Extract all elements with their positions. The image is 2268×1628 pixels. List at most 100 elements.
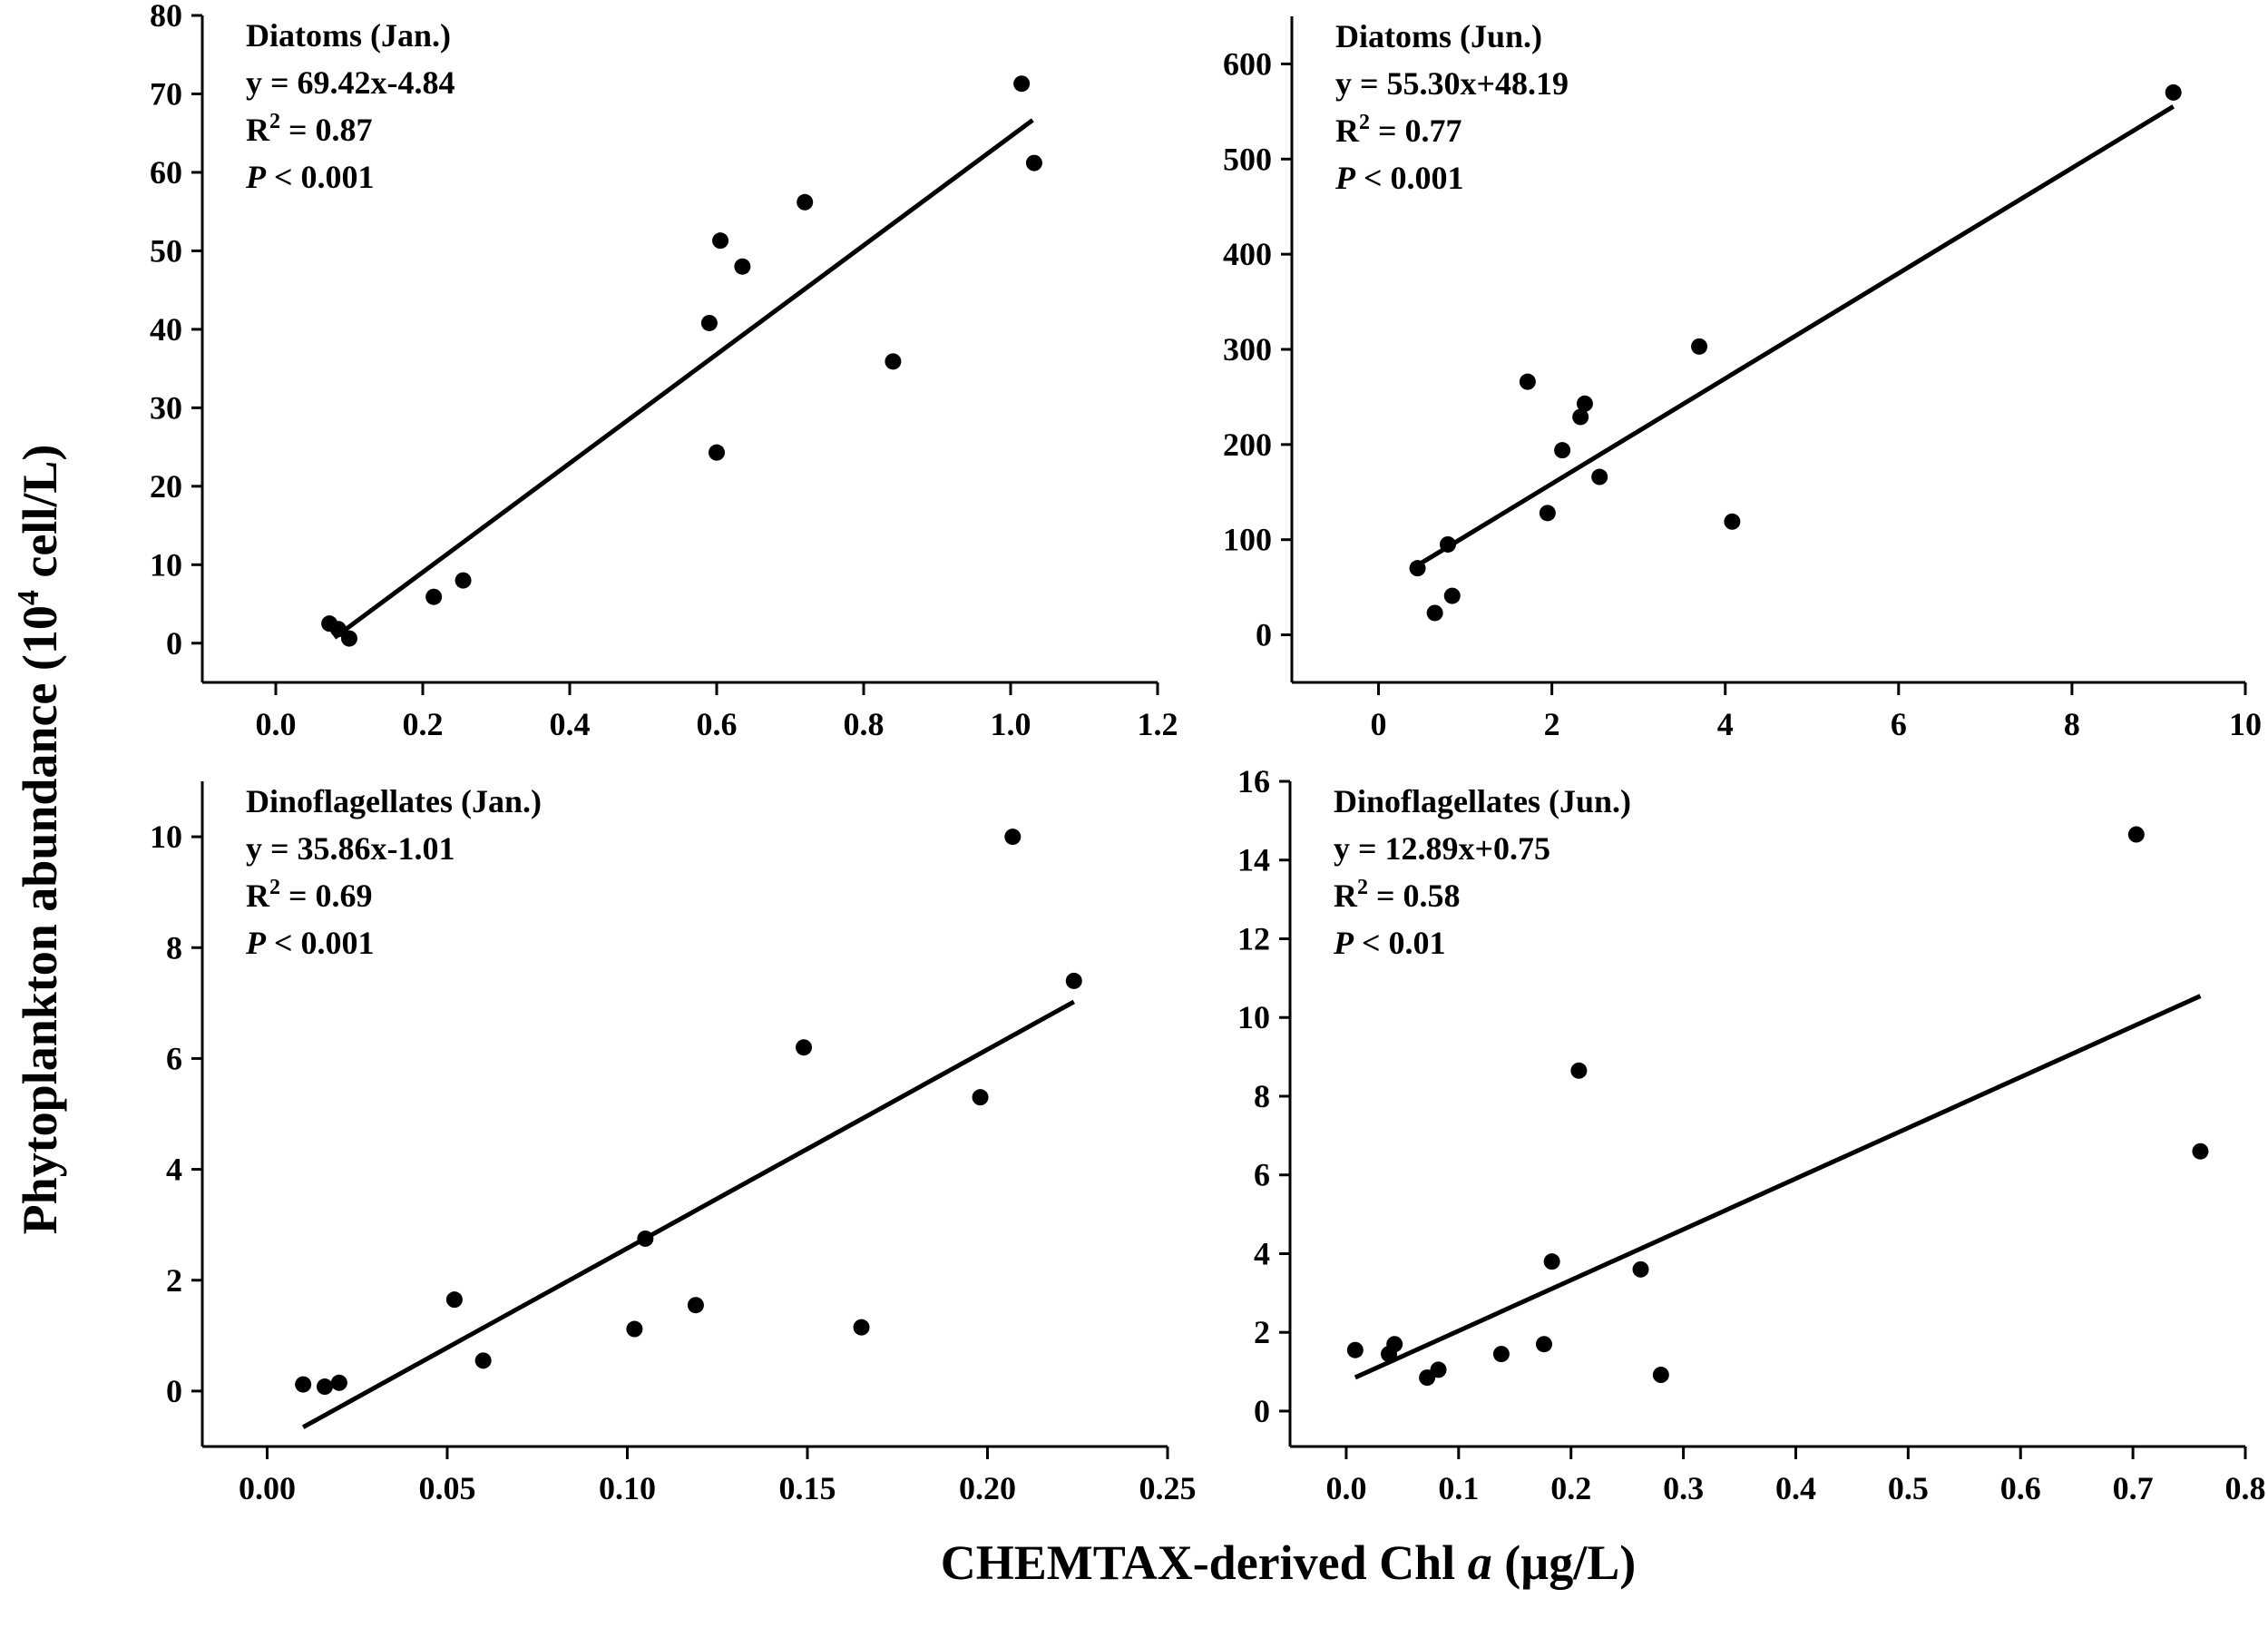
r-label: R (246, 112, 270, 148)
r-squared: R2 = 0.58 (1334, 876, 1461, 914)
x-tick-label: 0.4 (550, 706, 591, 742)
data-point (712, 232, 729, 250)
data-point (1572, 408, 1589, 426)
data-point (1591, 468, 1608, 485)
p-label: P (245, 159, 267, 195)
x-tick-label: 0.1 (1438, 1470, 1479, 1506)
panel-title: Diatoms (Jan.) (246, 17, 451, 54)
data-point (1492, 1346, 1510, 1363)
x-tick-label: 0.3 (1663, 1470, 1704, 1506)
p-value: P < 0.001 (1334, 160, 1464, 196)
y-tick-label: 14 (1237, 842, 1270, 878)
data-point (1013, 75, 1031, 93)
x-tick-label: 0.6 (2000, 1470, 2041, 1506)
x-tick-label: 0.15 (778, 1470, 836, 1506)
data-point (1576, 395, 1593, 412)
x-tick-label: 0.4 (1775, 1470, 1816, 1506)
x-tick-label: 0.2 (403, 706, 444, 742)
y-tick-label: 30 (150, 389, 182, 426)
y-tick-label: 2 (1254, 1314, 1270, 1350)
data-point (709, 444, 725, 461)
y-tick-label: 10 (150, 546, 182, 583)
panel-title: Dinoflagellates (Jan.) (246, 783, 542, 819)
panel-4: 0 2 4 6 8 10 12 14 16 0.0 0.1 0.2 0.3 0.4 0.5 0.6 0.7 0.8… (1237, 763, 2266, 1506)
r-label: R (246, 878, 270, 914)
panel-title: Dinoflagellates (Jun.) (1334, 783, 1631, 819)
x-tick-label: 0.5 (1888, 1470, 1929, 1506)
data-point (455, 572, 472, 589)
panel-1: 0 10 20 30 40 50 60 70 80 0.0 0.2 0.4 0.6 0.8 1.0 1.2 Di… (150, 0, 1178, 742)
r-sup: 2 (269, 876, 280, 899)
regression-line (333, 118, 1034, 640)
data-point (425, 588, 443, 605)
data-point (1386, 1336, 1403, 1353)
y-tick-label: 2 (166, 1262, 182, 1299)
p-value-text: < 0.001 (266, 159, 375, 195)
p-label: P (1333, 925, 1354, 961)
data-point (1535, 1336, 1552, 1353)
y-tick-label: 0 (166, 1373, 182, 1409)
y-tick-label: 60 (150, 154, 182, 191)
data-point (1554, 442, 1571, 459)
data-point (1539, 505, 1556, 522)
data-point (341, 630, 357, 647)
x-tick-label: 0.6 (697, 706, 738, 742)
r-squared: R2 = 0.69 (246, 876, 373, 914)
data-point (700, 314, 718, 331)
data-point (687, 1297, 704, 1314)
p-label: P (1334, 160, 1356, 196)
r-label: R (1335, 113, 1360, 149)
data-point (2192, 1143, 2209, 1160)
x-tick-label: 2 (1544, 706, 1560, 742)
data-point (797, 193, 814, 211)
data-point (1519, 373, 1536, 390)
y-axis-label: Phytoplankton abundance (104 cell/L) (12, 445, 67, 1235)
x-tick-label: 0 (1371, 706, 1387, 742)
data-point (1409, 560, 1426, 577)
x-tick-label: 0.7 (2113, 1470, 2154, 1506)
x-tick-label: 1.2 (1138, 706, 1178, 742)
y-tick-label: 4 (1254, 1235, 1270, 1271)
p-value-text: < 0.01 (1354, 925, 1446, 961)
data-point (316, 1378, 333, 1396)
p-value: P < 0.01 (1333, 925, 1446, 961)
y-tick-label: 4 (166, 1152, 182, 1188)
y-tick-label: 50 (150, 232, 182, 269)
x-tick-label: 0.8 (844, 706, 885, 742)
r-sup: 2 (269, 110, 280, 133)
x-tick-label: 1.0 (991, 706, 1031, 742)
r-sup: 2 (1359, 111, 1370, 134)
y-tick-label: 10 (150, 819, 182, 855)
data-point (1439, 535, 1456, 553)
y-tick-label: 80 (150, 0, 182, 34)
r-value: = 0.77 (1370, 113, 1462, 149)
y-tick-label: 0 (1256, 617, 1272, 653)
x-tick-label: 0.25 (1139, 1470, 1197, 1506)
data-point (796, 1039, 813, 1056)
p-value: P < 0.001 (245, 159, 375, 195)
data-point (1632, 1260, 1649, 1278)
p-value: P < 0.001 (245, 925, 375, 961)
regression-line (1354, 994, 2202, 1380)
data-point (295, 1376, 312, 1393)
y-tick-label: 16 (1237, 763, 1270, 799)
regression-equation: y = 35.86x-1.01 (246, 830, 455, 867)
data-point (1570, 1062, 1588, 1079)
y-tick-label: 300 (1223, 331, 1272, 368)
data-point (1004, 829, 1022, 846)
x-tick-label: 6 (1891, 706, 1907, 742)
y-tick-label: 40 (150, 311, 182, 348)
y-tick-label: 6 (166, 1040, 182, 1076)
data-point (885, 353, 902, 370)
data-point (330, 1374, 347, 1391)
y-tick-label: 400 (1223, 236, 1272, 272)
x-axis-label: CHEMTAX-derived Chl a (µg/L) (941, 1535, 1637, 1590)
x-tick-label: 8 (2064, 706, 2080, 742)
p-value-text: < 0.001 (266, 925, 375, 961)
data-point (1724, 513, 1741, 530)
data-point (474, 1352, 492, 1369)
r-value: = 0.87 (280, 112, 373, 148)
p-value-text: < 0.001 (1355, 160, 1464, 196)
y-tick-label: 600 (1223, 45, 1272, 82)
r-value: = 0.69 (280, 878, 373, 914)
